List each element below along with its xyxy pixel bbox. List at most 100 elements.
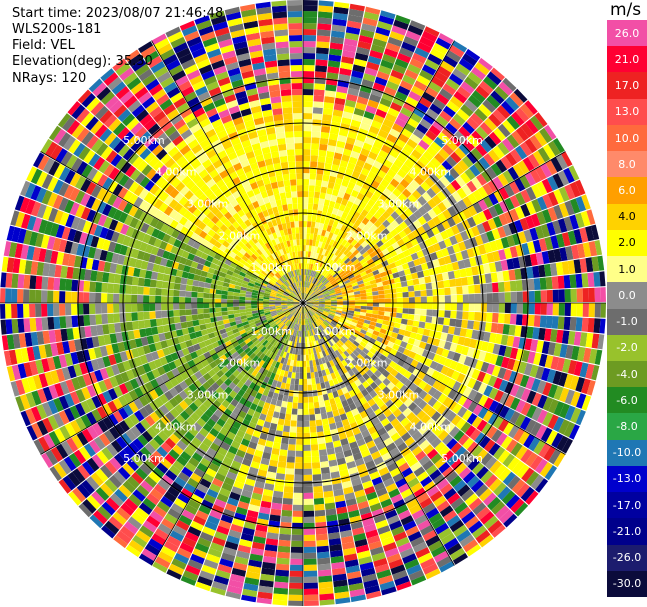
velocity-gate [337,259,344,267]
velocity-gate [198,442,210,453]
velocity-gate [365,385,374,394]
velocity-gate [374,247,382,255]
velocity-gate [245,305,252,310]
velocity-gate [125,294,132,303]
velocity-gate [455,278,463,287]
velocity-gate [591,256,600,272]
velocity-gate [161,317,169,326]
velocity-gate [23,304,30,318]
velocity-gate [465,267,473,277]
velocity-gate [384,197,394,207]
velocity-gate [181,466,193,478]
velocity-gate [96,393,107,406]
velocity-gate [203,351,212,359]
velocity-gate [268,365,275,373]
velocity-gate [283,332,288,339]
velocity-gate [149,295,156,303]
velocity-gate [493,127,506,142]
velocity-gate [380,417,390,427]
velocity-gate [102,416,114,430]
velocity-gate [204,364,213,373]
velocity-gate [416,250,425,259]
velocity-gate [338,463,348,472]
velocity-gate [19,394,31,410]
velocity-gate [12,333,21,349]
velocity-gate [69,391,81,405]
velocity-gate [215,303,222,308]
velocity-gate [377,365,386,374]
velocity-gate [48,263,56,277]
velocity-gate [525,186,537,201]
velocity-gate [330,307,337,310]
velocity-gate [101,282,108,293]
velocity-gate [132,320,139,330]
velocity-gate [217,339,225,346]
velocity-gate [407,260,416,268]
velocity-gate [188,402,199,412]
velocity-gate [440,365,450,376]
velocity-gate [465,425,477,438]
velocity-gate [579,332,588,347]
velocity-gate [443,341,452,351]
velocity-gate [155,303,162,311]
velocity-gate [264,311,271,316]
velocity-gate [112,196,123,209]
velocity-gate [386,413,397,423]
velocity-gate [252,289,259,294]
velocity-gate [234,393,242,402]
velocity-gate [303,450,312,457]
velocity-gate [408,291,415,298]
velocity-gate [386,373,395,382]
velocity-gate [420,290,427,297]
velocity-gate [153,434,165,446]
velocity-gate [547,384,558,399]
velocity-gate [514,502,529,517]
velocity-gate [477,186,488,199]
velocity-gate [277,551,290,559]
velocity-gate [332,158,341,166]
velocity-gate [407,531,422,542]
velocity-gate [204,408,214,418]
velocity-gate [395,390,405,399]
velocity-gate [177,335,186,344]
velocity-gate [514,268,522,280]
velocity-gate [14,195,25,211]
velocity-gate [99,249,108,261]
velocity-gate [439,505,454,518]
velocity-gate [434,331,442,340]
velocity-gate [506,358,516,371]
velocity-gate [6,334,15,350]
velocity-gate [329,292,336,296]
velocity-gate [358,376,366,384]
velocity-gate [519,374,530,388]
velocity-gate [184,244,193,253]
velocity-gate [270,310,277,314]
velocity-gate [294,323,298,330]
velocity-gate [288,594,303,601]
velocity-gate [340,328,347,334]
velocity-gate [292,348,296,355]
velocity-gate [424,322,432,330]
velocity-gate [226,330,234,337]
velocity-gate [310,161,318,168]
velocity-gate [50,446,64,462]
velocity-gate [141,430,153,443]
velocity-gate [139,328,147,338]
velocity-gate [552,289,559,303]
velocity-gate [217,320,224,326]
velocity-gate [113,293,120,303]
velocity-gate [435,37,452,50]
velocity-gate [265,415,273,423]
velocity-gate [520,402,532,416]
velocity-gate [59,278,67,291]
velocity-gate [474,284,481,294]
velocity-gate [321,350,327,358]
velocity-gate [109,457,122,471]
velocity-gate [220,391,229,400]
velocity-gate [245,356,253,364]
velocity-gate [342,50,356,59]
velocity-gate [413,353,422,362]
velocity-gate [246,271,253,277]
velocity-gate [550,235,560,249]
velocity-gate [300,348,303,355]
